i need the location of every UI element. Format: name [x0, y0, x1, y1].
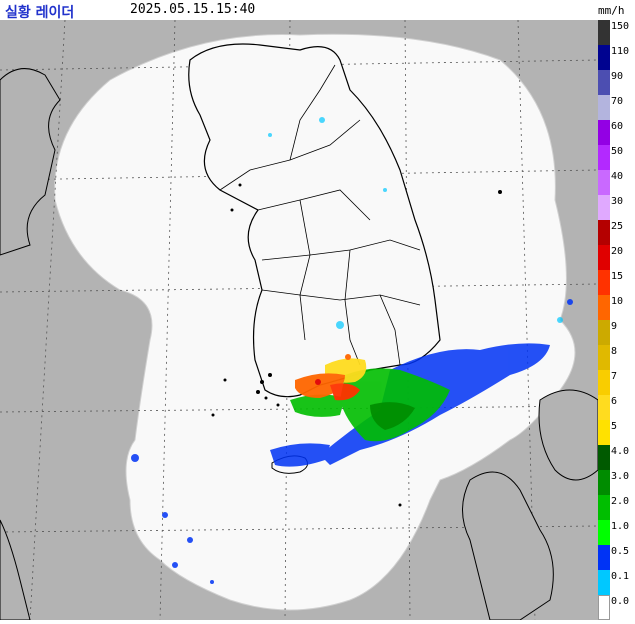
legend-label: 30 — [611, 196, 624, 207]
legend-label: 50 — [611, 146, 624, 157]
legend-row: 90 — [598, 70, 635, 95]
rain-rate-legend: 150 110 90 70 60 50 40 30 25 20 15 10 9 8 7 6 5 4.0 3.0 2.0… — [598, 20, 635, 620]
precip-heavy — [295, 354, 367, 401]
province-boundaries — [219, 64, 421, 366]
legend-label: 0.0 — [611, 596, 630, 607]
legend-swatch — [598, 45, 610, 70]
legend-label: 70 — [611, 96, 624, 107]
legend-label: 20 — [611, 246, 624, 257]
legend-label: 15 — [611, 271, 624, 282]
precip-very-light — [268, 117, 563, 329]
legend-swatch — [598, 170, 610, 195]
legend-label: 1.0 — [611, 521, 630, 532]
legend-row: 20 — [598, 245, 635, 270]
legend-swatch — [598, 295, 610, 320]
header-bar: 실황 레이더 2025.05.15.15:40 mm/h — [0, 0, 635, 21]
legend-row: 10 — [598, 295, 635, 320]
legend-swatch — [598, 320, 610, 345]
legend-swatch — [598, 70, 610, 95]
legend-row: 25 — [598, 220, 635, 245]
legend-swatch — [598, 220, 610, 245]
legend-row: 6 — [598, 395, 635, 420]
legend-label: 10 — [611, 296, 624, 307]
legend-label: 6 — [611, 396, 618, 407]
legend-swatch — [598, 545, 610, 570]
legend-label: 150 — [611, 21, 630, 32]
legend-row: 1.0 — [598, 520, 635, 545]
legend-label: 7 — [611, 371, 618, 382]
radar-map[interactable] — [0, 19, 599, 621]
legend-swatch — [598, 20, 610, 45]
unit-label: mm/h — [598, 4, 625, 17]
legend-row: 0.1 — [598, 570, 635, 595]
legend-row: 70 — [598, 95, 635, 120]
legend-row: 9 — [598, 320, 635, 345]
legend-swatch — [598, 145, 610, 170]
page-title: 실황 레이더 — [5, 5, 75, 21]
legend-swatch — [598, 345, 610, 370]
legend-swatch — [598, 245, 610, 270]
legend-label: 2.0 — [611, 496, 630, 507]
legend-swatch — [598, 120, 610, 145]
legend-row: 8 — [598, 345, 635, 370]
legend-label: 0.5 — [611, 546, 630, 557]
legend-label: 3.0 — [611, 471, 630, 482]
legend-label: 0.1 — [611, 571, 630, 582]
legend-swatch — [598, 570, 610, 595]
legend-label: 25 — [611, 221, 624, 232]
legend-swatch — [598, 420, 610, 445]
legend-label: 8 — [611, 346, 618, 357]
legend-swatch — [598, 270, 610, 295]
radar-map-canvas — [0, 19, 599, 621]
legend-row: 2.0 — [598, 495, 635, 520]
legend-row: 110 — [598, 45, 635, 70]
legend-row: 50 — [598, 145, 635, 170]
legend-row: 4.0 — [598, 445, 635, 470]
legend-label: 90 — [611, 71, 624, 82]
observation-timestamp: 2025.05.15.15:40 — [130, 2, 256, 17]
legend-swatch — [598, 470, 610, 495]
japan-honshu-coastline — [538, 389, 599, 481]
legend-swatch — [598, 195, 610, 220]
china-coastline — [0, 68, 61, 256]
legend-row: 5 — [598, 420, 635, 445]
legend-swatch — [598, 495, 610, 520]
legend-row: 30 — [598, 195, 635, 220]
legend-label: 40 — [611, 171, 624, 182]
legend-swatch — [598, 445, 610, 470]
legend-row: 150 — [598, 20, 635, 45]
legend-swatch — [598, 595, 610, 620]
legend-label: 4.0 — [611, 446, 630, 457]
precip-moderate-heavy — [370, 402, 415, 430]
legend-swatch — [598, 95, 610, 120]
island-clutter — [211, 183, 502, 507]
legend-swatch — [598, 520, 610, 545]
legend-swatch — [598, 395, 610, 420]
legend-row: 40 — [598, 170, 635, 195]
legend-row: 7 — [598, 370, 635, 395]
legend-row: 60 — [598, 120, 635, 145]
china-south-coastline — [0, 519, 31, 621]
legend-row: 0.5 — [598, 545, 635, 570]
legend-row: 0.0 — [598, 595, 635, 620]
legend-label: 9 — [611, 321, 618, 332]
legend-swatch — [598, 370, 610, 395]
legend-row: 3.0 — [598, 470, 635, 495]
legend-row: 15 — [598, 270, 635, 295]
legend-label: 60 — [611, 121, 624, 132]
legend-label: 5 — [611, 421, 618, 432]
japan-coastline — [462, 471, 554, 621]
legend-label: 110 — [611, 46, 630, 57]
